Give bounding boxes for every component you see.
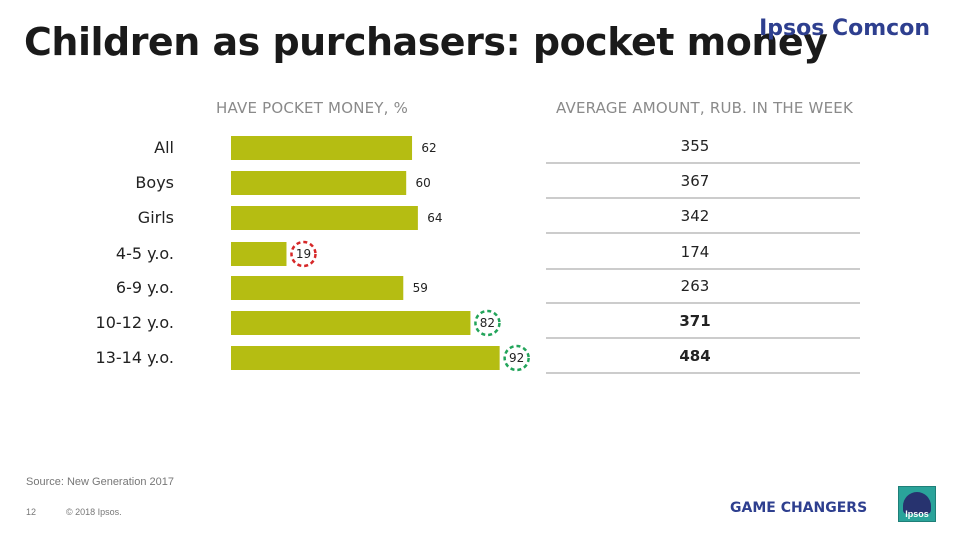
bar <box>231 276 404 300</box>
bar <box>231 171 407 195</box>
source-note: Source: New Generation 2017 <box>26 476 174 488</box>
data-label: 92 <box>509 351 524 365</box>
brand-logo-text: Ipsos Comcon <box>759 16 930 41</box>
table-value: 342 <box>681 207 710 225</box>
data-label: 60 <box>416 176 431 190</box>
bar <box>231 242 287 266</box>
copyright: © 2018 Ipsos. <box>66 507 122 517</box>
category-label: Boys <box>135 173 174 192</box>
table-value: 174 <box>681 243 710 261</box>
data-label: 59 <box>413 281 428 295</box>
data-label: 82 <box>480 316 495 330</box>
bar <box>231 206 418 230</box>
table-value: 367 <box>681 172 710 190</box>
highlight-circle <box>503 344 530 372</box>
table-value: 371 <box>679 312 710 330</box>
page-number: 12 <box>26 507 37 517</box>
category-label: 13-14 y.o. <box>96 348 174 367</box>
page-title: Children as purchasers: pocket money <box>24 20 828 64</box>
category-label: Girls <box>138 208 174 227</box>
table-header: AVERAGE AMOUNT, RUB. IN THE WEEK <box>556 99 853 117</box>
bar <box>231 346 500 370</box>
bar <box>231 136 413 160</box>
category-label: All <box>154 138 174 157</box>
category-label: 6-9 y.o. <box>116 278 174 297</box>
data-label: 62 <box>421 141 436 155</box>
data-label: 19 <box>296 247 311 261</box>
category-label: 10-12 y.o. <box>96 313 174 332</box>
chart-title: HAVE POCKET MONEY, % <box>216 99 409 117</box>
highlight-circle <box>474 309 501 337</box>
tagline: GAME CHANGERS <box>730 500 868 516</box>
data-label: 64 <box>427 211 442 225</box>
table-value: 355 <box>681 137 710 155</box>
category-label: 4-5 y.o. <box>116 244 174 263</box>
ipsos-logo-icon: Ipsos <box>898 486 936 522</box>
highlight-circle <box>290 240 317 268</box>
table-value: 263 <box>681 277 710 295</box>
table-value: 484 <box>679 347 710 365</box>
logo-text: Ipsos <box>905 509 929 519</box>
bar <box>231 311 471 335</box>
